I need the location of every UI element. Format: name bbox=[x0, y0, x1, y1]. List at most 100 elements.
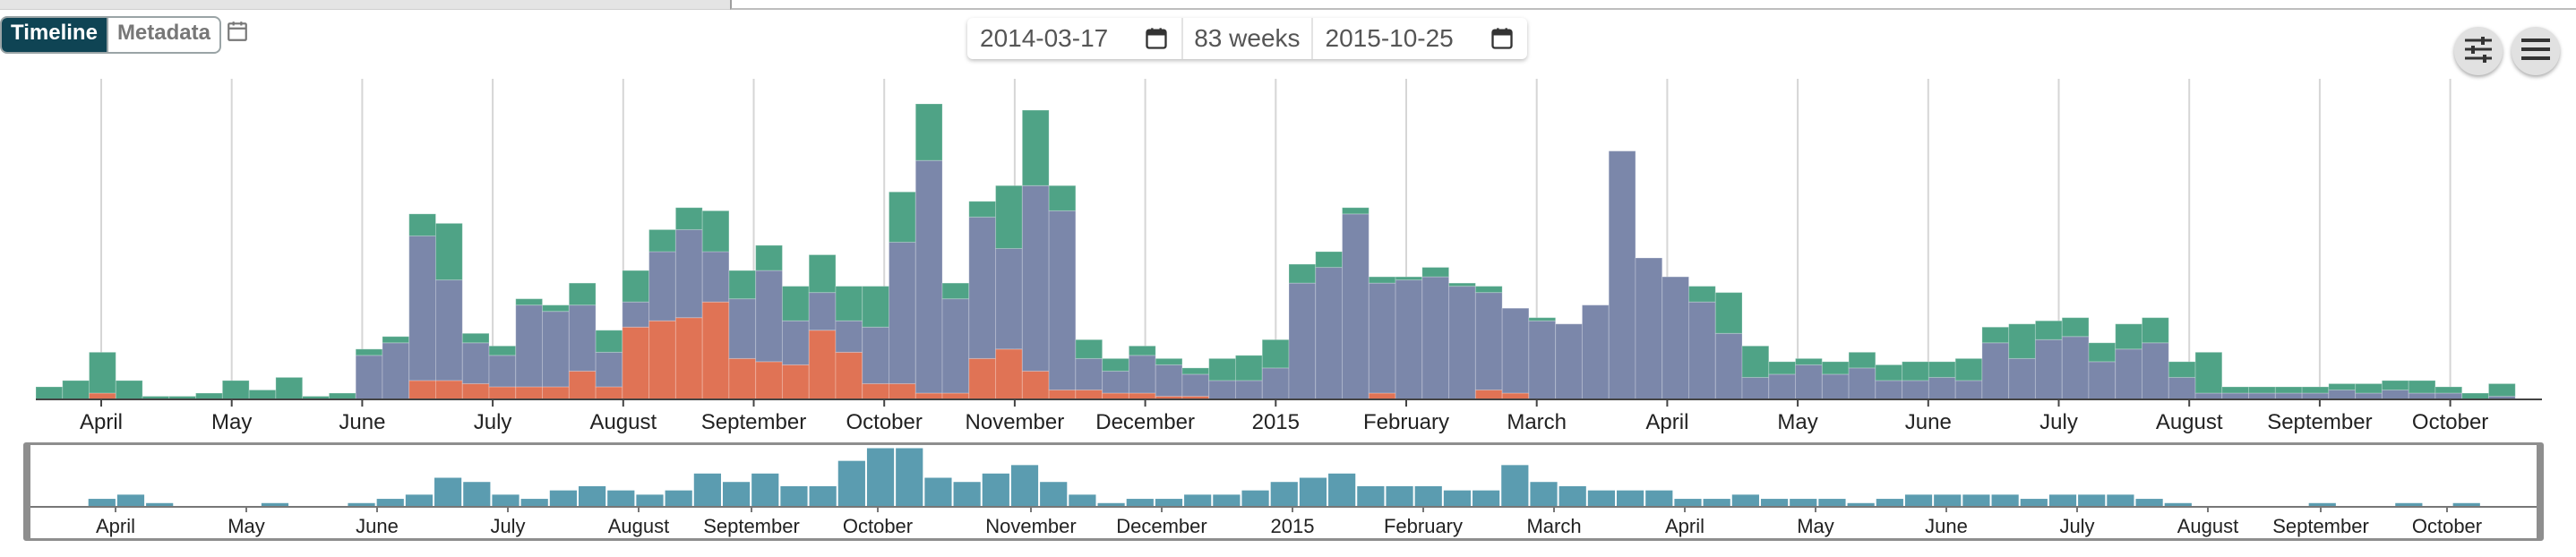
timeline-chart[interactable]: April May June July August September October No… bbox=[0, 63, 2576, 442]
bar-segment[interactable] bbox=[1102, 370, 1129, 394]
bar-segment[interactable] bbox=[941, 392, 970, 400]
bar-segment[interactable] bbox=[89, 392, 116, 400]
end-date-field[interactable]: 2015-10-25 bbox=[1313, 18, 1527, 59]
bar-segment[interactable] bbox=[914, 392, 943, 400]
bar-segment[interactable] bbox=[408, 213, 436, 236]
bar-segment[interactable] bbox=[914, 159, 943, 394]
bar-segment[interactable] bbox=[1128, 345, 1156, 356]
bar-segment[interactable] bbox=[542, 311, 570, 388]
bar-segment[interactable] bbox=[434, 380, 463, 400]
end-date-value[interactable]: 2015-10-25 bbox=[1325, 24, 1454, 52]
bar-segment[interactable] bbox=[2034, 338, 2063, 400]
bar-segment[interactable] bbox=[2274, 392, 2303, 400]
bar-segment[interactable] bbox=[382, 342, 410, 400]
bar-segment[interactable] bbox=[2142, 342, 2169, 400]
bar-segment[interactable] bbox=[248, 389, 277, 400]
bar-segment[interactable] bbox=[1528, 317, 1557, 321]
bar-segment[interactable] bbox=[995, 348, 1023, 400]
bar-segment[interactable] bbox=[1128, 355, 1156, 394]
bar-segment[interactable] bbox=[1368, 282, 1396, 394]
bar-segment[interactable] bbox=[1555, 323, 1583, 400]
bar-segment[interactable] bbox=[995, 247, 1023, 350]
bar-segment[interactable] bbox=[568, 304, 597, 372]
bar-segment[interactable] bbox=[2274, 386, 2303, 394]
bar-segment[interactable] bbox=[2328, 382, 2357, 390]
bar-segment[interactable] bbox=[1155, 357, 1183, 365]
bar-segment[interactable] bbox=[1395, 276, 1423, 281]
bar-segment[interactable] bbox=[2115, 348, 2143, 400]
bar-segment[interactable] bbox=[1075, 357, 1103, 390]
bar-segment[interactable] bbox=[1261, 367, 1290, 400]
bar-segment[interactable] bbox=[461, 332, 490, 344]
bar-segment[interactable] bbox=[595, 386, 623, 400]
bar-segment[interactable] bbox=[461, 342, 490, 384]
bar-segment[interactable] bbox=[701, 251, 730, 303]
bar-segment[interactable] bbox=[1741, 376, 1770, 400]
bar-segment[interactable] bbox=[728, 357, 757, 400]
bar-segment[interactable] bbox=[2061, 317, 2090, 338]
bar-segment[interactable] bbox=[1714, 292, 1743, 334]
bar-segment[interactable] bbox=[1315, 251, 1344, 269]
bar-segment[interactable] bbox=[941, 282, 970, 300]
bar-segment[interactable] bbox=[1021, 109, 1050, 186]
bar-segment[interactable] bbox=[1021, 184, 1050, 372]
main-menu-button[interactable] bbox=[2512, 27, 2560, 75]
bar-segment[interactable] bbox=[622, 326, 650, 400]
start-date-value[interactable]: 2014-03-17 bbox=[980, 24, 1109, 52]
bar-segment[interactable] bbox=[2408, 380, 2436, 394]
bar-segment[interactable] bbox=[2061, 336, 2090, 400]
bar-segment[interactable] bbox=[1928, 361, 1956, 378]
bar-segment[interactable] bbox=[862, 286, 890, 328]
bar-segment[interactable] bbox=[808, 330, 837, 400]
bar-segment[interactable] bbox=[889, 191, 916, 243]
bar-segment[interactable] bbox=[648, 228, 676, 253]
bar-segment[interactable] bbox=[515, 386, 544, 400]
bar-segment[interactable] bbox=[2328, 389, 2357, 400]
bar-segment[interactable] bbox=[1395, 279, 1423, 400]
bar-segment[interactable] bbox=[542, 304, 570, 313]
bar-segment[interactable] bbox=[781, 364, 810, 400]
bar-segment[interactable] bbox=[889, 382, 916, 400]
bar-segment[interactable] bbox=[1902, 361, 1929, 381]
bar-segment[interactable] bbox=[648, 251, 676, 321]
bar-segment[interactable] bbox=[995, 184, 1023, 249]
bar-segment[interactable] bbox=[221, 380, 250, 400]
bar-segment[interactable] bbox=[382, 336, 410, 344]
bar-segment[interactable] bbox=[2434, 392, 2463, 400]
bar-segment[interactable] bbox=[1288, 282, 1317, 400]
bar-segment[interactable] bbox=[2248, 386, 2276, 394]
bar-segment[interactable] bbox=[1128, 392, 1156, 400]
bar-segment[interactable] bbox=[2008, 357, 2036, 400]
bar-segment[interactable] bbox=[1474, 389, 1503, 400]
bar-segment[interactable] bbox=[1342, 213, 1370, 400]
overview-brush[interactable]: April May June July August September October No… bbox=[23, 442, 2576, 541]
bar-segment[interactable] bbox=[1981, 342, 2010, 400]
bar-segment[interactable] bbox=[595, 330, 623, 353]
bar-segment[interactable] bbox=[1075, 338, 1103, 359]
bar-segment[interactable] bbox=[1048, 210, 1077, 390]
bar-segment[interactable] bbox=[1902, 380, 1929, 400]
tab-metadata[interactable]: Metadata bbox=[106, 18, 219, 52]
bar-segment[interactable] bbox=[914, 103, 943, 161]
bar-segment[interactable] bbox=[2115, 323, 2143, 350]
bar-segment[interactable] bbox=[1795, 364, 1823, 400]
bar-segment[interactable] bbox=[1021, 370, 1050, 400]
bar-segment[interactable] bbox=[701, 301, 730, 400]
bar-segment[interactable] bbox=[1848, 351, 1876, 369]
bar-segment[interactable] bbox=[542, 386, 570, 400]
bar-segment[interactable] bbox=[1474, 292, 1503, 390]
bar-segment[interactable] bbox=[781, 320, 810, 365]
bar-segment[interactable] bbox=[648, 320, 676, 400]
bar-segment[interactable] bbox=[328, 392, 356, 400]
bar-segment[interactable] bbox=[1048, 184, 1077, 211]
bar-segment[interactable] bbox=[1662, 276, 1689, 400]
bar-segment[interactable] bbox=[2194, 351, 2223, 394]
bar-segment[interactable] bbox=[1581, 304, 1610, 400]
bar-segment[interactable] bbox=[1421, 276, 1450, 400]
bar-segment[interactable] bbox=[889, 241, 916, 384]
bar-segment[interactable] bbox=[2461, 392, 2489, 400]
bar-segment[interactable] bbox=[622, 270, 650, 303]
bar-segment[interactable] bbox=[781, 286, 810, 321]
bar-segment[interactable] bbox=[2194, 392, 2223, 400]
bar-segment[interactable] bbox=[968, 357, 997, 400]
